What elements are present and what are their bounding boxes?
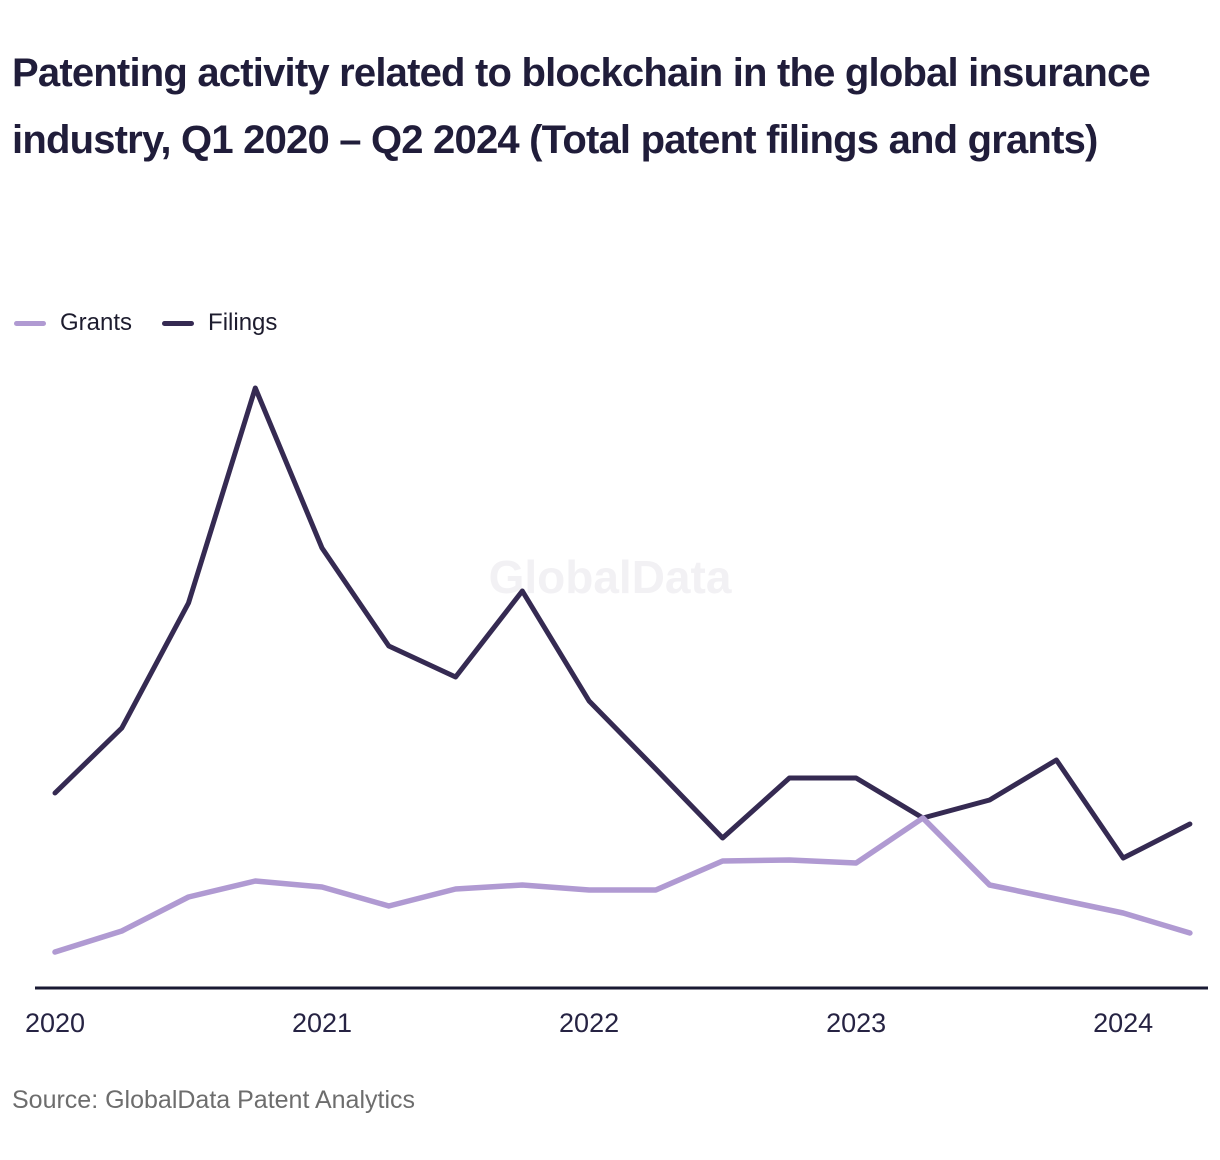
legend-item-grants: Grants	[14, 309, 132, 337]
plot-area	[35, 385, 1208, 990]
grants-line-swatch-icon	[14, 320, 46, 326]
x-axis-tick-label: 2021	[291, 1008, 353, 1038]
legend-label-filings: Filings	[208, 309, 278, 336]
source-note: Source: GlobalData Patent Analytics	[12, 1086, 416, 1114]
x-axis-tick-label: 2024	[1093, 1008, 1154, 1038]
legend-label-grants: Grants	[60, 309, 133, 336]
x-axis-tick-label: 2020	[24, 1008, 86, 1038]
legend-item-filings: Filings	[162, 309, 277, 337]
chart-title: Patenting activity related to blockchain…	[12, 51, 1151, 162]
line-chart: GlobalData 2020 2021 2022 2023 2024	[0, 360, 1220, 1060]
globaldata-watermark: GlobalData	[488, 551, 732, 603]
x-axis-tick-label: 2023	[826, 1008, 887, 1038]
x-axis-tick-label: 2022	[559, 1008, 620, 1038]
filings-line	[52, 385, 1193, 861]
legend: Grants Filings	[14, 308, 277, 338]
grants-line	[52, 815, 1193, 955]
filings-line-swatch-icon	[162, 320, 195, 326]
